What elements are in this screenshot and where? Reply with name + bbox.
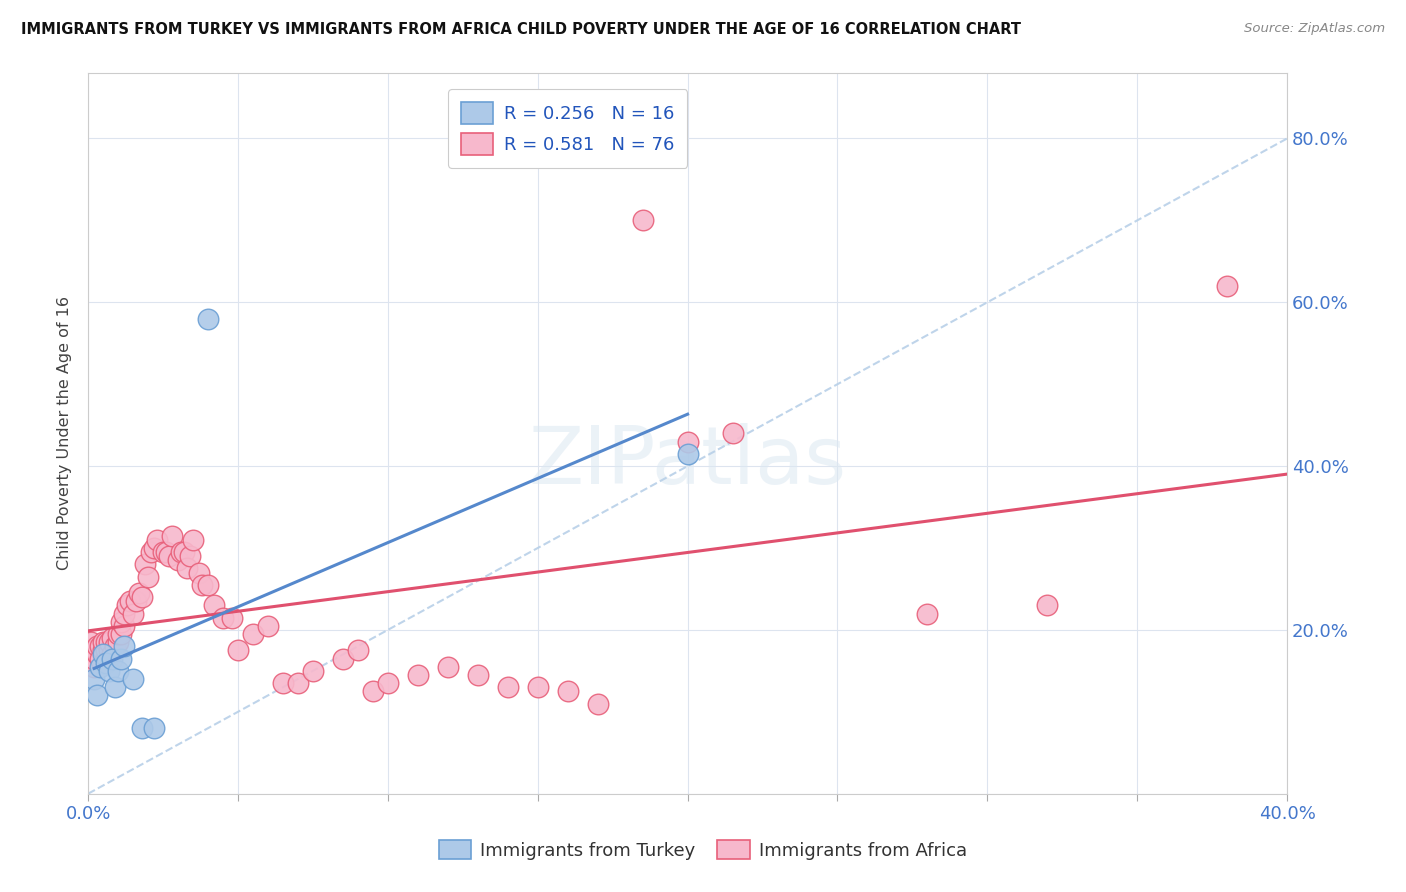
Point	[101, 651, 124, 665]
Point	[197, 578, 219, 592]
Point	[257, 619, 280, 633]
Point	[125, 594, 148, 608]
Text: IMMIGRANTS FROM TURKEY VS IMMIGRANTS FROM AFRICA CHILD POVERTY UNDER THE AGE OF : IMMIGRANTS FROM TURKEY VS IMMIGRANTS FRO…	[21, 22, 1021, 37]
Point	[107, 635, 129, 649]
Point	[202, 599, 225, 613]
Point	[191, 578, 214, 592]
Point	[176, 561, 198, 575]
Point	[631, 213, 654, 227]
Point	[406, 668, 429, 682]
Point	[332, 651, 354, 665]
Point	[377, 676, 399, 690]
Point	[94, 643, 117, 657]
Point	[128, 586, 150, 600]
Text: ZIPatlas: ZIPatlas	[529, 423, 846, 501]
Point	[98, 643, 121, 657]
Point	[112, 607, 135, 621]
Point	[131, 590, 153, 604]
Point	[302, 664, 325, 678]
Point	[437, 659, 460, 673]
Point	[89, 651, 111, 665]
Point	[83, 651, 105, 665]
Point	[131, 721, 153, 735]
Point	[188, 566, 211, 580]
Point	[94, 651, 117, 665]
Point	[104, 640, 127, 654]
Point	[721, 426, 744, 441]
Y-axis label: Child Poverty Under the Age of 16: Child Poverty Under the Age of 16	[58, 296, 72, 570]
Point	[110, 627, 132, 641]
Legend: Immigrants from Turkey, Immigrants from Africa: Immigrants from Turkey, Immigrants from …	[432, 832, 974, 867]
Point	[91, 635, 114, 649]
Point	[242, 627, 264, 641]
Point	[101, 648, 124, 662]
Point	[80, 635, 103, 649]
Point	[101, 631, 124, 645]
Point	[86, 689, 108, 703]
Point	[287, 676, 309, 690]
Point	[173, 545, 195, 559]
Point	[181, 533, 204, 547]
Point	[586, 697, 609, 711]
Point	[179, 549, 201, 564]
Point	[86, 648, 108, 662]
Point	[167, 553, 190, 567]
Point	[221, 610, 243, 624]
Point	[152, 545, 174, 559]
Point	[557, 684, 579, 698]
Point	[170, 545, 193, 559]
Point	[83, 672, 105, 686]
Point	[112, 619, 135, 633]
Point	[467, 668, 489, 682]
Point	[212, 610, 235, 624]
Point	[98, 635, 121, 649]
Point	[86, 640, 108, 654]
Point	[107, 627, 129, 641]
Point	[197, 311, 219, 326]
Point	[89, 659, 111, 673]
Point	[157, 549, 180, 564]
Point	[122, 672, 145, 686]
Point	[1036, 599, 1059, 613]
Point	[110, 651, 132, 665]
Point	[122, 607, 145, 621]
Point	[226, 643, 249, 657]
Point	[143, 721, 166, 735]
Legend: R = 0.256   N = 16, R = 0.581   N = 76: R = 0.256 N = 16, R = 0.581 N = 76	[449, 89, 688, 168]
Point	[361, 684, 384, 698]
Point	[139, 545, 162, 559]
Point	[917, 607, 939, 621]
Point	[160, 529, 183, 543]
Point	[91, 643, 114, 657]
Point	[80, 651, 103, 665]
Point	[107, 664, 129, 678]
Point	[94, 656, 117, 670]
Point	[347, 643, 370, 657]
Point	[104, 680, 127, 694]
Point	[120, 594, 142, 608]
Point	[271, 676, 294, 690]
Point	[80, 643, 103, 657]
Point	[496, 680, 519, 694]
Point	[83, 659, 105, 673]
Point	[110, 615, 132, 629]
Point	[155, 545, 177, 559]
Point	[83, 643, 105, 657]
Point	[146, 533, 169, 547]
Point	[94, 635, 117, 649]
Point	[143, 541, 166, 555]
Point	[112, 640, 135, 654]
Point	[676, 434, 699, 449]
Point	[134, 558, 156, 572]
Point	[1216, 279, 1239, 293]
Point	[526, 680, 548, 694]
Point	[91, 648, 114, 662]
Point	[89, 640, 111, 654]
Point	[115, 599, 138, 613]
Text: Source: ZipAtlas.com: Source: ZipAtlas.com	[1244, 22, 1385, 36]
Point	[676, 447, 699, 461]
Point	[98, 664, 121, 678]
Point	[136, 569, 159, 583]
